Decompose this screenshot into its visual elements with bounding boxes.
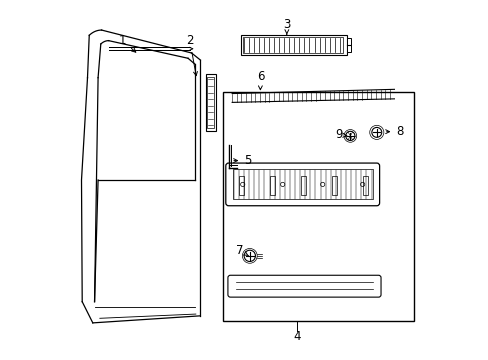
FancyBboxPatch shape — [225, 163, 379, 206]
Text: 9: 9 — [334, 129, 346, 141]
Bar — [223, 92, 413, 321]
Text: 5: 5 — [233, 154, 251, 167]
Bar — [239, 176, 244, 195]
Text: 1: 1 — [119, 34, 136, 52]
Bar — [269, 176, 275, 195]
Bar — [205, 74, 215, 131]
FancyBboxPatch shape — [227, 275, 380, 297]
Bar — [232, 169, 372, 199]
Text: 4: 4 — [293, 330, 301, 343]
Bar — [300, 176, 305, 195]
Text: 6: 6 — [256, 70, 264, 90]
Bar — [346, 38, 350, 52]
Bar — [207, 77, 213, 128]
Bar — [241, 35, 346, 55]
Bar — [331, 176, 336, 195]
Text: 8: 8 — [385, 125, 403, 138]
Text: 3: 3 — [283, 18, 290, 34]
Bar — [362, 176, 367, 195]
Bar — [242, 37, 343, 53]
Text: 2: 2 — [186, 34, 197, 76]
Text: 7: 7 — [235, 244, 248, 257]
